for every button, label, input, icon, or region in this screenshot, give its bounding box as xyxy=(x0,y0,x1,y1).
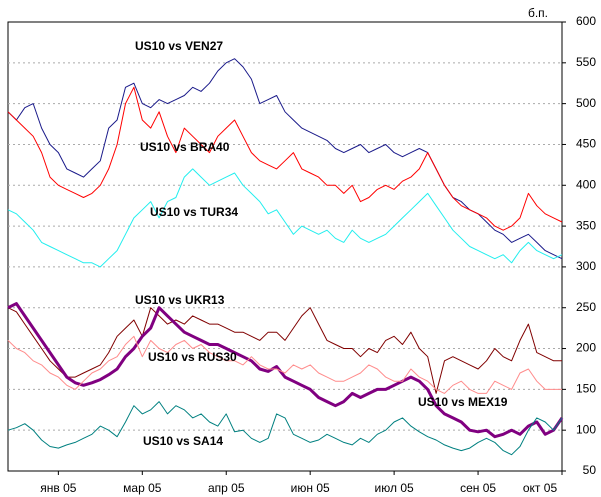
x-tick-label: мар 05 xyxy=(123,481,162,495)
y-tick-label: 350 xyxy=(576,218,596,232)
series-label: US10 vs RUS30 xyxy=(148,350,237,364)
y-tick-label: 450 xyxy=(576,137,596,151)
series-line xyxy=(7,86,563,231)
x-tick-label: сен 05 xyxy=(460,481,496,495)
series-line xyxy=(7,307,562,394)
series-line xyxy=(7,401,563,456)
y-tick-label: 250 xyxy=(576,300,596,314)
x-tick-label: окт 05 xyxy=(523,481,558,495)
y-tick-label: 200 xyxy=(576,341,596,355)
x-tick-label: янв 05 xyxy=(40,481,77,495)
series-label: US10 vs TUR34 xyxy=(150,205,238,219)
y-tick-label: 100 xyxy=(576,422,596,436)
series-line xyxy=(7,302,564,439)
series-line xyxy=(7,168,563,268)
y-tick-label: 150 xyxy=(576,382,596,396)
series-line xyxy=(7,335,562,394)
y-unit: б.п. xyxy=(528,6,548,20)
series-label: US10 vs SA14 xyxy=(143,434,223,448)
x-tick-label: июл 05 xyxy=(375,481,414,495)
plot-frame xyxy=(7,21,563,472)
y-tick-label: 300 xyxy=(576,259,596,273)
y-tick-label: 400 xyxy=(576,177,596,191)
y-tick-label: 550 xyxy=(576,55,596,69)
series-label: US10 vs UKR13 xyxy=(135,293,225,307)
y-tick-label: 600 xyxy=(576,14,596,28)
y-tick-label: 50 xyxy=(583,463,597,477)
series-line xyxy=(7,58,563,260)
x-tick-label: июн 05 xyxy=(291,481,330,495)
series-label: US10 vs BRA40 xyxy=(140,140,230,154)
series-label: US10 vs MEX19 xyxy=(418,395,508,409)
series-label: US10 vs VEN27 xyxy=(135,39,223,53)
y-tick-label: 500 xyxy=(576,96,596,110)
x-tick-label: апр 05 xyxy=(208,481,245,495)
